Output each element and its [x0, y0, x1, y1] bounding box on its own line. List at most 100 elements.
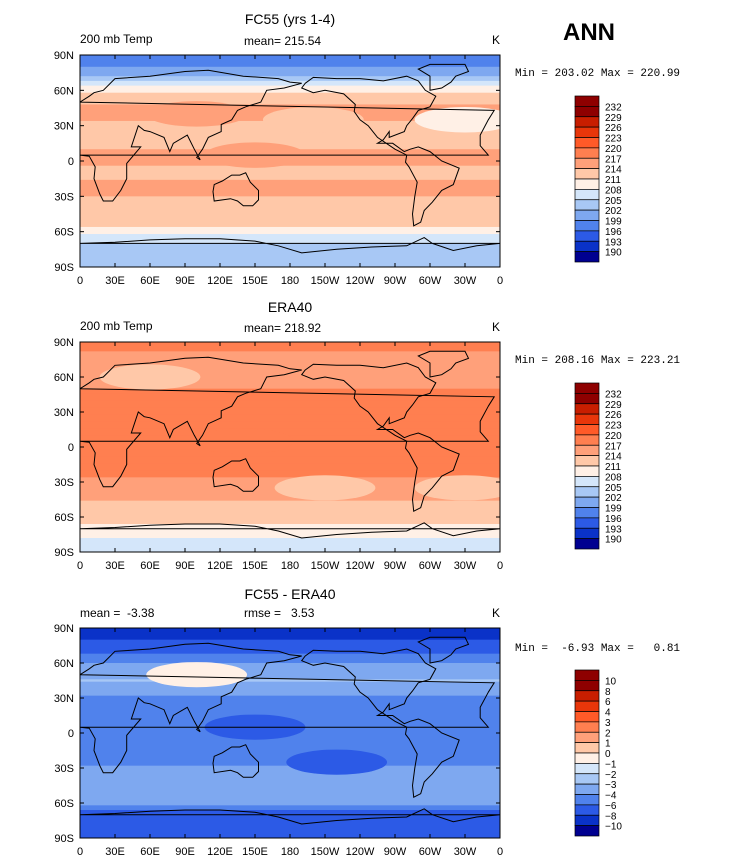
- colorbar-label: 214: [605, 452, 622, 463]
- colorbar-box: [574, 106, 600, 118]
- colorbar-label: 223: [605, 134, 622, 145]
- colorbar-label: −1: [605, 759, 617, 770]
- y-tick-label: 0: [68, 156, 74, 168]
- colorbar-label: 214: [605, 165, 622, 176]
- colorbar-label: 6: [605, 697, 611, 708]
- colorbar-label: 1: [605, 739, 611, 750]
- contour-feature: [146, 662, 248, 688]
- contour-feature: [146, 101, 248, 127]
- panel-subtitle-center: mean= 215.54: [244, 34, 322, 48]
- colorbar-box: [574, 794, 600, 806]
- colorbar-label: 220: [605, 144, 622, 155]
- colorbar-box: [574, 116, 600, 128]
- colorbar-box: [574, 147, 600, 159]
- x-tick-label: 90E: [175, 846, 195, 858]
- x-tick-label: 180: [281, 275, 299, 287]
- colorbar-label: 220: [605, 431, 622, 442]
- x-tick-label: 150W: [311, 846, 340, 858]
- y-tick-label: 30N: [54, 693, 74, 705]
- x-tick-label: 0: [77, 846, 83, 858]
- colorbar-box: [574, 240, 600, 252]
- contour-fill: [80, 342, 500, 552]
- y-tick-label: 0: [68, 728, 74, 740]
- colorbar-label: −6: [605, 801, 617, 812]
- colorbar-label: 199: [605, 504, 622, 515]
- panel-units: K: [492, 320, 501, 334]
- y-tick-label: 90S: [54, 833, 74, 845]
- colorbar-box: [574, 444, 600, 456]
- colorbar-label: 208: [605, 472, 622, 483]
- x-tick-label: 150E: [242, 275, 268, 287]
- y-tick-label: 90N: [54, 337, 74, 349]
- panel-subtitle-center: mean= 218.92: [244, 321, 322, 335]
- colorbar-label: 232: [605, 102, 622, 113]
- x-tick-label: 120W: [346, 560, 375, 572]
- colorbar: 2322292262232202172142112082052021991961…: [574, 95, 622, 263]
- colorbar-label: 229: [605, 400, 622, 411]
- colorbar-label: −8: [605, 811, 617, 822]
- x-tick-label: 150W: [311, 560, 340, 572]
- colorbar-box: [574, 496, 600, 508]
- colorbar-box: [574, 731, 600, 743]
- colorbar-label: 223: [605, 421, 622, 432]
- colorbar-label: 226: [605, 410, 622, 421]
- colorbar-label: −10: [605, 822, 622, 833]
- y-tick-label: 30N: [54, 121, 74, 133]
- colorbar-box: [574, 814, 600, 826]
- colorbar-box: [574, 538, 600, 550]
- x-tick-label: 0: [77, 560, 83, 572]
- colorbar-box: [574, 476, 600, 488]
- panel-subtitle-left: 200 mb Temp: [80, 319, 153, 333]
- contour-feature: [286, 749, 388, 775]
- colorbar-box: [574, 742, 600, 754]
- colorbar-label: 205: [605, 483, 622, 494]
- x-tick-label: 120W: [346, 275, 375, 287]
- coastline: [300, 75, 460, 227]
- colorbar-box: [574, 189, 600, 201]
- x-tick-label: 90W: [384, 560, 407, 572]
- x-tick-label: 30W: [454, 275, 477, 287]
- colorbar-box: [574, 230, 600, 242]
- colorbar-box: [574, 95, 600, 107]
- x-tick-label: 180: [281, 560, 299, 572]
- x-tick-label: 90W: [384, 846, 407, 858]
- coastline: [300, 362, 460, 512]
- x-tick-label: 30W: [454, 846, 477, 858]
- y-tick-label: 60S: [54, 512, 74, 524]
- colorbar-box: [574, 465, 600, 477]
- x-tick-label: 0: [77, 275, 83, 287]
- contour-feature: [414, 107, 500, 133]
- panel-subtitle-left: mean = -3.38: [80, 606, 155, 620]
- y-tick-label: 60S: [54, 798, 74, 810]
- x-tick-label: 90W: [384, 275, 407, 287]
- colorbar-label: 217: [605, 441, 622, 452]
- colorbar-box: [574, 209, 600, 221]
- coastline: [80, 642, 496, 774]
- colorbar-box: [574, 199, 600, 211]
- map-panel-3: 0 30E 60E 90E 120E 150E 180 150W 120W 90W 60W 30W 09…: [54, 623, 623, 858]
- colorbar-label: 196: [605, 227, 622, 238]
- colorbar-box: [574, 486, 600, 498]
- map-panel-2: 0 30E 60E 90E 120E 150E 180 150W 120W 90W 60W 30W 09…: [54, 337, 622, 572]
- colorbar-box: [574, 773, 600, 785]
- colorbar-box: [574, 690, 600, 702]
- panel-subtitle-left: 200 mb Temp: [80, 32, 153, 46]
- colorbar-box: [574, 220, 600, 232]
- colorbar-box: [574, 507, 600, 519]
- contour-feature: [414, 475, 500, 501]
- coastline: [80, 69, 496, 202]
- x-tick-label: 120W: [346, 846, 375, 858]
- x-tick-label: 30W: [454, 560, 477, 572]
- colorbar: 2322292262232202172142112082052021991961…: [574, 382, 622, 550]
- panel-subtitle-center: rmse = 3.53: [244, 606, 315, 620]
- x-tick-label: 30E: [105, 560, 125, 572]
- colorbar-box: [574, 700, 600, 712]
- colorbar-label: 202: [605, 206, 622, 217]
- y-tick-label: 90S: [54, 262, 74, 274]
- colorbar-label: −3: [605, 780, 617, 791]
- y-tick-label: 30S: [54, 477, 74, 489]
- colorbar-label: 190: [605, 248, 622, 259]
- colorbar-box: [574, 126, 600, 138]
- colorbar-label: 217: [605, 154, 622, 165]
